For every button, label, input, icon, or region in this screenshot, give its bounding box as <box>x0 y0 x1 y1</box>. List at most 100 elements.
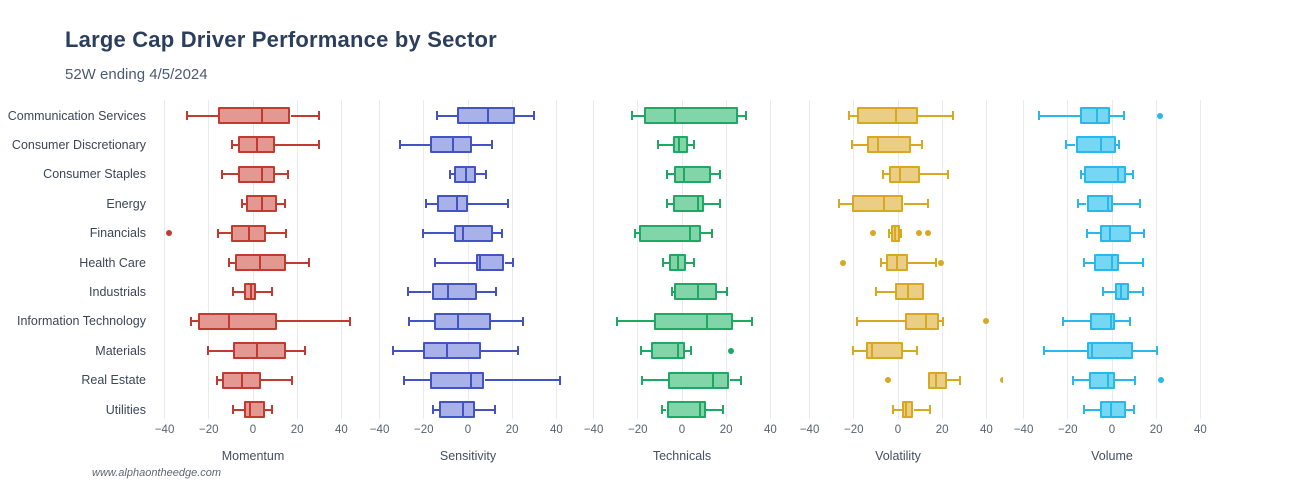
sector-axis: Communication Services Consumer Discretio… <box>0 0 146 500</box>
outlier-dot <box>938 259 945 266</box>
whisker-low <box>857 320 905 323</box>
whisker-cap-low <box>231 140 233 150</box>
axis-tick-label: 0 <box>678 424 686 436</box>
median-line <box>247 224 250 242</box>
whisker-cap-high <box>915 346 918 356</box>
whisker-low <box>641 349 651 352</box>
whisker-cap-low <box>1064 140 1067 150</box>
box-technicals <box>666 401 707 418</box>
median-line <box>479 254 482 271</box>
sector-label: Financials <box>89 226 146 241</box>
whisker-low <box>851 143 868 146</box>
outlier-dot <box>916 230 922 237</box>
median-line <box>924 312 927 330</box>
whisker-cap-high <box>1132 169 1134 179</box>
whisker-low <box>432 408 440 411</box>
whisker-cap-high <box>270 405 273 414</box>
whisker-cap-high <box>1123 111 1126 120</box>
whisker-high <box>704 202 720 205</box>
whisker-cap-high <box>512 258 515 267</box>
whisker-cap-low <box>241 199 243 209</box>
axis-tick-label: 40 <box>1193 424 1207 436</box>
box-momentum <box>233 342 287 360</box>
whisker-cap-high <box>349 316 352 326</box>
whisker-high <box>920 173 948 176</box>
whisker-low <box>207 349 234 352</box>
axis-tick-label: −40 <box>154 424 175 436</box>
whisker-low <box>217 232 231 235</box>
outlier-dot <box>885 377 892 384</box>
median-line <box>674 107 677 124</box>
whisker-low <box>666 202 674 205</box>
whisker-cap-high <box>693 258 696 267</box>
whisker-cap-high <box>958 375 961 385</box>
whisker-cap-high <box>934 258 937 267</box>
whisker-high <box>290 114 320 117</box>
whisker-cap-high <box>493 405 496 414</box>
gridline <box>725 100 727 419</box>
box-technicals <box>674 283 718 301</box>
whisker-low <box>434 261 476 264</box>
box-volume <box>1099 224 1131 242</box>
median-line <box>446 342 448 360</box>
whisker-cap-low <box>221 169 224 179</box>
whisker-cap-low <box>433 258 436 267</box>
whisker-low <box>1073 379 1089 382</box>
median-line <box>904 401 907 418</box>
panel-volatility: −40 −20 0 20 40 Volatility <box>796 0 1003 500</box>
whisker-low <box>1065 143 1076 146</box>
whisker-high <box>1109 114 1125 117</box>
whisker-high <box>706 408 723 411</box>
median-line <box>1091 342 1094 360</box>
whisker-cap-high <box>1128 316 1131 326</box>
whisker-cap-high <box>1138 199 1141 209</box>
whisker-low <box>186 114 218 117</box>
box-sensitivity <box>439 401 475 418</box>
whisker-cap-high <box>750 316 753 326</box>
whisker-cap-low <box>656 140 659 150</box>
median-line <box>227 312 230 330</box>
median-line <box>447 283 450 301</box>
whisker-high <box>710 173 720 176</box>
whisker-cap-high <box>745 111 748 120</box>
whisker-high <box>1115 379 1136 382</box>
median-line <box>1109 312 1112 330</box>
whisker-cap-low <box>185 111 188 120</box>
whisker-high <box>493 232 503 235</box>
median-line <box>870 342 873 360</box>
panel-volume: −40 −20 0 20 40 Volume <box>1010 0 1217 500</box>
box-volatility <box>867 136 912 154</box>
whisker-cap-high <box>516 346 519 356</box>
whisker-cap-high <box>921 140 924 150</box>
whisker-low <box>1043 349 1087 352</box>
whisker-high <box>1126 173 1133 176</box>
box-sensitivity <box>453 165 476 183</box>
whisker-cap-low <box>665 199 668 209</box>
whisker-cap-low <box>232 405 235 414</box>
box-volume <box>1115 283 1129 301</box>
median-line <box>877 136 880 154</box>
whisker-cap-high <box>739 375 742 385</box>
median-line <box>893 224 896 242</box>
whisker-cap-low <box>1038 111 1041 120</box>
median-line <box>260 195 263 213</box>
median-line <box>1106 371 1109 389</box>
whisker-high <box>946 379 960 382</box>
gridline <box>467 100 469 419</box>
axis-tick-label: −40 <box>799 424 820 436</box>
whisker-cap-high <box>1156 346 1159 356</box>
whisker-low <box>232 143 238 146</box>
whisker-low <box>233 408 245 411</box>
box-volume <box>1080 107 1110 124</box>
whisker-cap-high <box>290 375 293 385</box>
gridline <box>1023 100 1025 419</box>
whisker-low <box>437 114 457 117</box>
whisker-cap-low <box>216 228 219 238</box>
whisker-cap-high <box>929 405 931 414</box>
whisker-high <box>907 261 936 264</box>
panel-title-momentum: Momentum <box>221 449 285 463</box>
axis-tick-label: 0 <box>894 424 902 436</box>
chart-subtitle: 52W ending 4/5/2024 <box>65 66 208 83</box>
box-momentum <box>197 312 278 330</box>
whisker-high <box>685 349 691 352</box>
